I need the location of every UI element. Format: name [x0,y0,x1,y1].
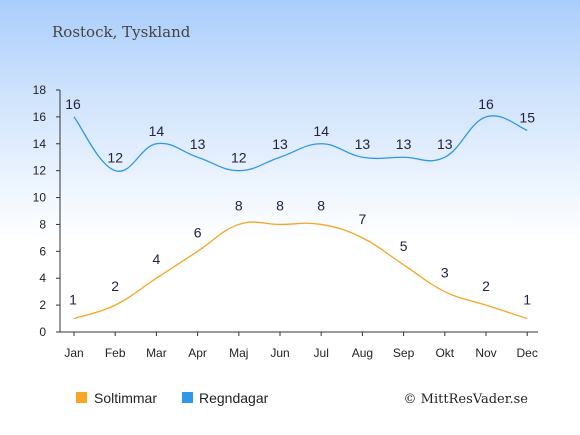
data-label-regndagar: 16 [65,96,81,112]
series-lines [73,115,528,320]
axes [59,90,538,333]
y-tick-label: 16 [33,110,47,124]
data-label-soltimmar: 8 [235,197,243,213]
data-label-soltimmar: 1 [69,292,77,308]
data-label-regndagar: 16 [478,96,494,112]
y-tick-label: 10 [33,191,47,205]
y-tick-label: 18 [33,83,47,97]
data-label-soltimmar: 8 [276,197,284,213]
data-label-soltimmar: 4 [153,251,161,267]
data-label-soltimmar: 6 [194,224,202,240]
data-label-regndagar: 15 [519,109,535,125]
x-tick-label: Nov [475,346,496,360]
legend: Soltimmar Regndagar [76,390,269,406]
legend-swatch-regndagar [182,392,193,403]
legend-label-soltimmar: Soltimmar [94,390,157,406]
x-tick-label: Jul [314,346,329,360]
y-tick-label: 6 [39,244,46,258]
x-ticks: Jan Feb Mar Apr Maj Jun Jul Aug Sep Okt Nov Dec [64,332,538,360]
data-label-soltimmar: 2 [111,278,119,294]
y-tick-label: 12 [33,164,47,178]
data-label-soltimmar: 2 [482,278,490,294]
data-label-soltimmar: 8 [317,197,325,213]
data-label-regndagar: 13 [355,136,371,152]
series-line-regndagar [73,115,528,172]
data-label-regndagar: 14 [313,123,329,139]
legend-label-regndagar: Regndagar [199,390,269,406]
legend-swatch-soltimmar [76,392,87,403]
x-tick-label: Jun [270,346,289,360]
data-label-regndagar: 13 [396,136,412,152]
y-tick-label: 0 [39,325,46,339]
y-tick-label: 14 [33,137,47,151]
x-tick-label: Feb [105,346,126,360]
data-label-regndagar: 14 [149,123,165,139]
data-label-soltimmar: 1 [523,292,531,308]
data-label-regndagar: 12 [107,150,123,166]
y-tick-label: 2 [39,298,46,312]
y-tick-label: 4 [39,271,46,285]
data-label-soltimmar: 5 [400,238,408,254]
x-tick-label: Dec [517,346,538,360]
x-tick-label: Jan [64,346,83,360]
data-label-regndagar: 12 [231,150,247,166]
x-tick-label: Maj [229,346,248,360]
data-label-soltimmar: 3 [441,265,449,281]
site-credit: © MittResVader.se [404,392,529,407]
data-label-soltimmar: 7 [359,211,367,227]
y-ticks: 0 2 4 6 8 10 12 14 16 18 [33,83,60,339]
x-tick-label: Okt [435,346,454,360]
x-tick-label: Aug [352,346,373,360]
data-label-regndagar: 13 [437,136,453,152]
data-label-regndagar: 13 [190,136,206,152]
series-line-soltimmar [73,221,528,320]
data-label-regndagar: 13 [272,136,288,152]
chart-title: Rostock, Tyskland [52,23,191,41]
y-tick-label: 8 [39,217,46,231]
x-tick-label: Sep [393,346,415,360]
x-tick-label: Apr [188,346,207,360]
x-tick-label: Mar [146,346,167,360]
